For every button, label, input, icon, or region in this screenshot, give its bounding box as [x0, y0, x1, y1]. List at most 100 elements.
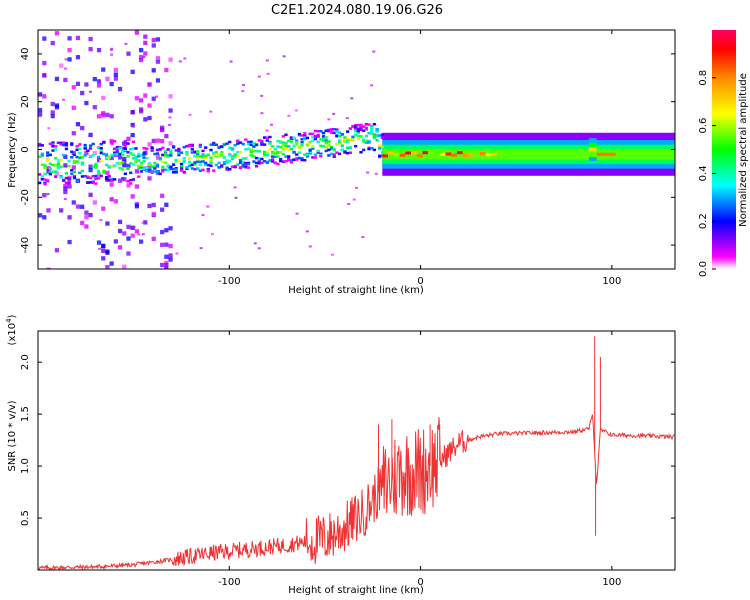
spectrogram-cell [177, 147, 181, 151]
spectrogram-cell [588, 147, 597, 152]
spectrogram-cell [422, 151, 429, 155]
spectrogram-cell [67, 36, 72, 41]
spectrogram-cell [147, 142, 152, 147]
spectrogram-cell [405, 151, 412, 155]
spectrogram-cell [233, 155, 237, 159]
spectrogram-cell [59, 208, 64, 213]
spectrogram-cell [297, 132, 302, 136]
spectrogram-cell [139, 57, 144, 63]
spectrogram-cell [169, 149, 173, 152]
spectrogram-cell [63, 186, 68, 191]
spectrogram-cell [244, 165, 248, 169]
spectrogram-cell [46, 159, 50, 163]
spectrogram-cell [151, 96, 156, 101]
spectrogram-cell [359, 123, 363, 127]
spectrogram-cell [123, 147, 127, 150]
spectrogram-cell [94, 177, 98, 181]
spectrogram-cell [139, 109, 144, 114]
spectrogram-cell [209, 110, 213, 113]
spectrogram-cell [252, 145, 256, 148]
spectrogram-cell [196, 153, 200, 156]
spectrogram-cell [356, 137, 360, 141]
spectrogram-cell [92, 105, 97, 110]
spectrogram-cell [468, 153, 475, 157]
spectrogram-cell [71, 131, 76, 136]
spectrogram-cell [104, 176, 109, 179]
spectrogram-cell [139, 47, 144, 53]
spectrogram-cell [340, 138, 344, 142]
spectrogram-cell [105, 265, 110, 269]
spectrogram-cell [109, 114, 114, 119]
spectrogram-cell [300, 157, 304, 160]
spectrogram-cell [327, 154, 331, 157]
spectrogram-cell [123, 148, 127, 152]
spectrogram-cell [193, 155, 197, 158]
spectrogram-cell [96, 79, 102, 84]
spectrogram-cell [229, 60, 233, 63]
spectrogram-cell [134, 184, 140, 189]
spectrogram-cell [117, 219, 123, 225]
spectrogram-cell [378, 147, 382, 151]
spectrogram-cell [179, 166, 184, 170]
spectrogram-cell [113, 76, 118, 81]
spectrogram-cell [164, 67, 169, 73]
spectrogram-cell [164, 262, 169, 268]
spectrogram-cell [155, 170, 160, 174]
spectrogram-cell [147, 203, 152, 209]
spectrogram-cell [185, 153, 189, 156]
spectrogram-cell [479, 152, 486, 156]
spectrogram-cell [40, 175, 44, 178]
spectrogram-cell [88, 90, 92, 93]
spectrogram-cell [380, 133, 385, 136]
spectrogram-cell [244, 164, 248, 167]
spectrogram-cell [160, 193, 165, 198]
spectrogram-cell [168, 243, 173, 249]
spectrogram-cell [287, 157, 291, 160]
spectrogram-cell [281, 135, 285, 138]
spectrogram-cell [141, 233, 145, 236]
spectrogram-cell [193, 161, 197, 164]
spectrogram-cell [59, 165, 63, 168]
spectrogram-cell [46, 154, 50, 157]
spectrogram-cell [289, 160, 294, 164]
spectrogram-cell [212, 169, 216, 172]
spectrogram-cell [321, 131, 326, 135]
spectrogram-cell [254, 165, 259, 168]
spectrogram-cell [117, 245, 123, 250]
spectrogram-cell [292, 150, 296, 154]
spectrogram-cell [48, 162, 52, 166]
spectrogram-cell [332, 112, 336, 115]
spectrogram-cell [265, 161, 269, 164]
spectrogram-cell [72, 153, 77, 157]
spectrogram-cell [292, 144, 296, 148]
spectrogram-cell [174, 149, 178, 152]
spectrogram-cell [126, 167, 130, 171]
spectrogram-cell [257, 247, 261, 250]
spectrogram-cell [183, 57, 187, 60]
spectrogram-cell [117, 178, 123, 183]
spectrogram-cell [198, 160, 202, 164]
spectrogram-cell [102, 169, 106, 173]
spectrogram-cell [105, 170, 110, 175]
spectrogram-cell [345, 137, 350, 141]
spectrogram-cell [78, 147, 82, 151]
spectrogram-cell [300, 144, 304, 147]
spectrogram-cell [160, 127, 165, 133]
spectrogram-cell [155, 78, 161, 83]
spectrogram-cell [112, 151, 117, 154]
spectrogram-cell [433, 152, 440, 156]
spectrogram-cell [91, 165, 95, 168]
spectrogram-cell [354, 144, 358, 148]
spectrogram-cell [70, 169, 74, 172]
spectrogram-cell [99, 147, 103, 150]
spectrogram-cell [155, 95, 159, 98]
spectrogram-cell [351, 139, 355, 142]
spectrogram-cell [225, 159, 229, 162]
spectrogram-cell [71, 105, 76, 110]
spectrogram-cell [281, 141, 285, 144]
spectrogram-cell [83, 143, 87, 147]
spectrogram-cell [99, 142, 103, 146]
spectrogram-cell [324, 139, 328, 142]
spectrogram-cell [588, 152, 597, 157]
spectrogram-cell [238, 141, 243, 144]
